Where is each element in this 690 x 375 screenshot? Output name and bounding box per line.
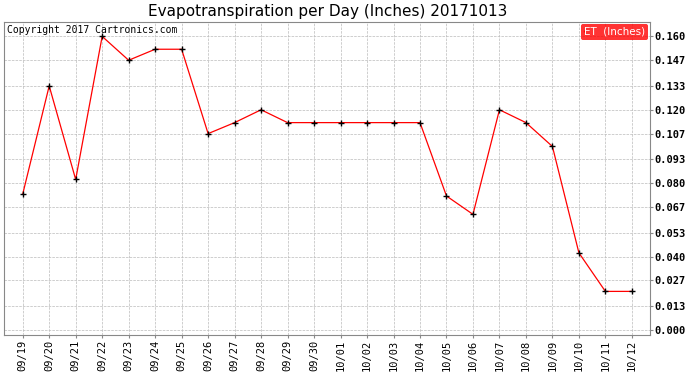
- Title: Evapotranspiration per Day (Inches) 20171013: Evapotranspiration per Day (Inches) 2017…: [148, 4, 507, 19]
- Legend: ET  (Inches): ET (Inches): [581, 24, 649, 40]
- Text: Copyright 2017 Cartronics.com: Copyright 2017 Cartronics.com: [8, 25, 178, 35]
